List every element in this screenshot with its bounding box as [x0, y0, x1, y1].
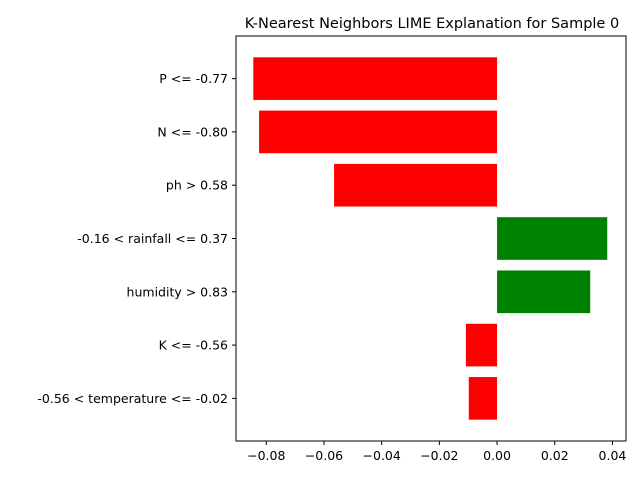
bar-5	[465, 323, 498, 367]
y-tick-label: humidity > 0.83	[127, 284, 228, 299]
x-tick-label: −0.02	[420, 448, 458, 463]
y-tick-label: -0.16 < rainfall <= 0.37	[77, 231, 228, 246]
y-tick-label: P <= -0.77	[159, 71, 228, 86]
bars-group	[253, 57, 608, 420]
bar-3	[497, 217, 608, 260]
x-tick-label: −0.08	[247, 448, 285, 463]
bar-1	[259, 110, 498, 154]
plot-frame	[235, 35, 627, 442]
bar-0	[253, 57, 498, 100]
bar-6	[468, 377, 498, 420]
x-axis-ticks: −0.08 −0.06 −0.04 −0.02 0.00 0.02 0.04	[247, 441, 626, 463]
y-tick-label: ph > 0.58	[166, 178, 228, 193]
x-tick-label: 0.02	[541, 448, 569, 463]
x-tick-label: −0.04	[363, 448, 401, 463]
bar-4	[497, 270, 591, 314]
chart-title: K-Nearest Neighbors LIME Explanation for…	[245, 16, 619, 32]
x-tick-label: 0.00	[483, 448, 511, 463]
x-tick-label: −0.06	[305, 448, 343, 463]
y-axis-ticks: P <= -0.77 N <= -0.80 ph > 0.58 -0.16 < rai…	[37, 71, 236, 406]
y-tick-label: N <= -0.80	[157, 124, 228, 139]
bar-2	[334, 163, 498, 207]
y-tick-label: -0.56 < temperature <= -0.02	[37, 391, 228, 406]
x-tick-label: 0.04	[599, 448, 627, 463]
y-tick-label: K <= -0.56	[159, 338, 228, 353]
